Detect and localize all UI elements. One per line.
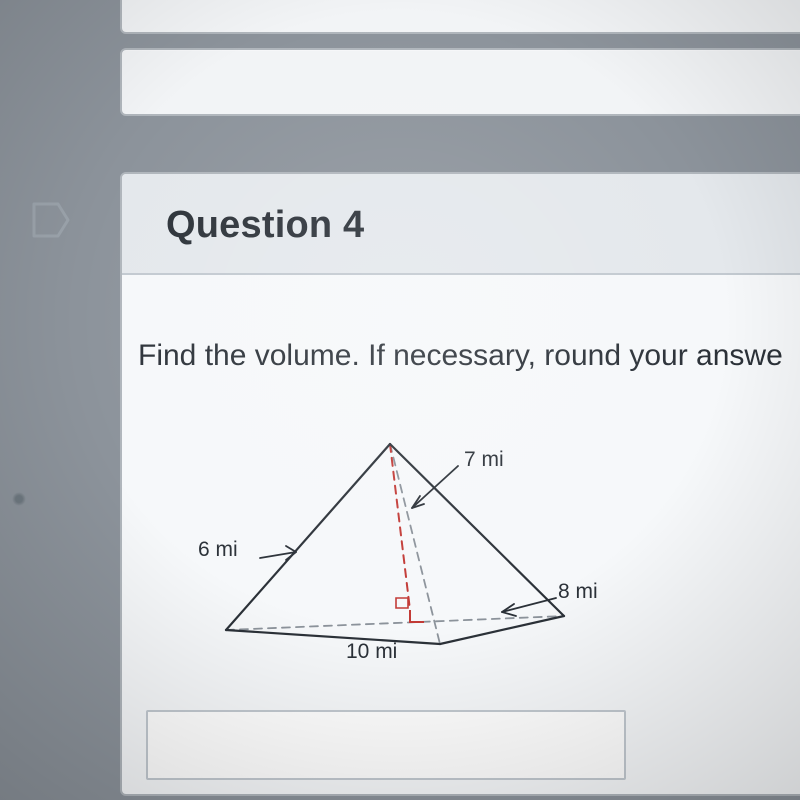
label-height: 7 mi [464,448,504,472]
question-body: Find the volume. If necessary, round you… [122,275,800,383]
photo-speck [12,492,26,506]
label-left-edge: 6 mi [198,538,238,562]
previous-card-2 [120,48,800,116]
label-base-front: 10 mi [346,640,397,664]
pyramid-figure: 7 mi 6 mi 8 mi 10 mi [200,430,600,655]
bookmark-icon[interactable] [30,200,72,254]
question-prompt: Find the volume. If necessary, round you… [138,339,800,373]
label-right-internal: 8 mi [558,580,598,604]
question-title: Question 4 [166,204,798,247]
question-header: Question 4 [122,174,800,275]
answer-input[interactable] [146,710,626,780]
previous-card-1 [120,0,800,34]
